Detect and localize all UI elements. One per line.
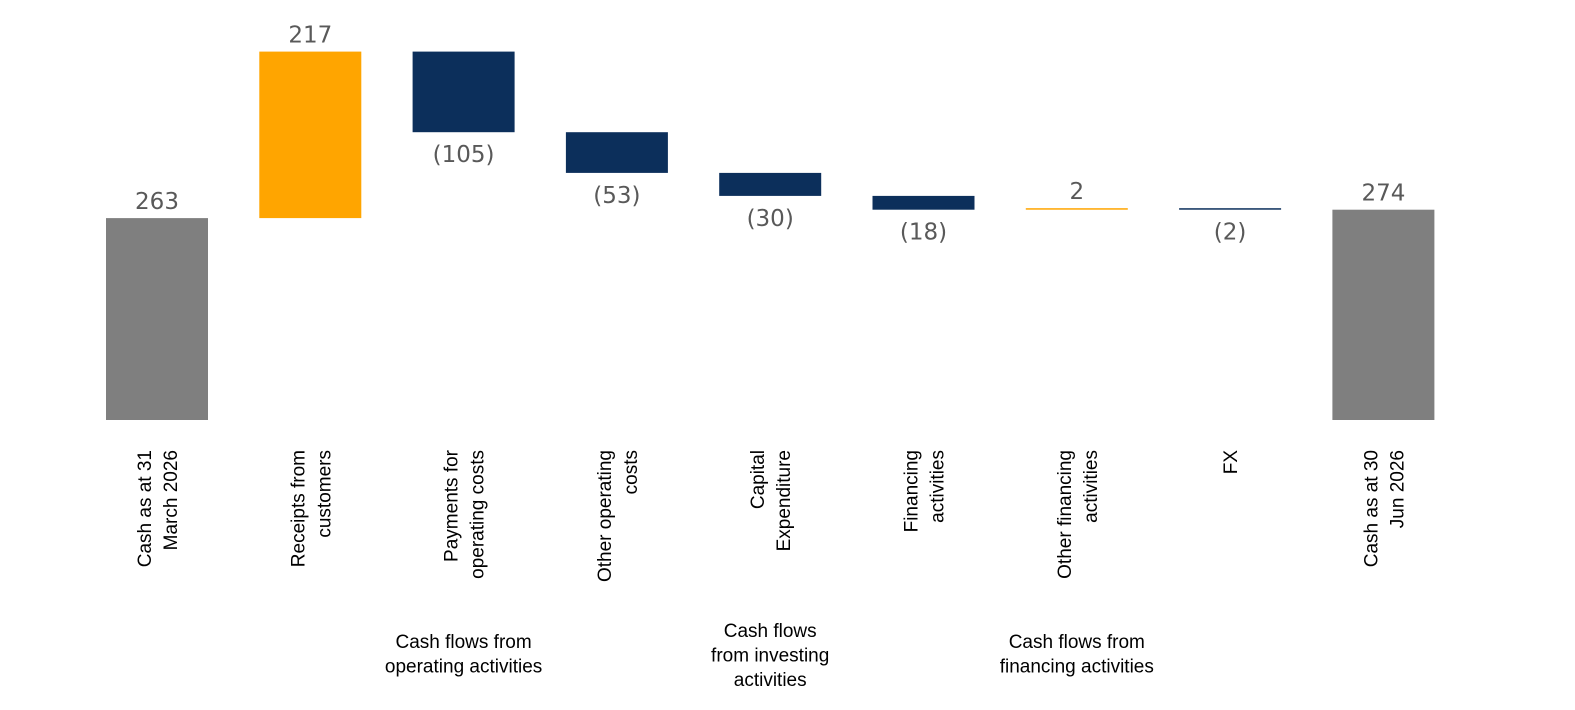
group-label-2: Cash flows from financing activities — [1000, 632, 1154, 678]
data-label-3: (53) — [593, 183, 640, 209]
bar-2 — [412, 51, 515, 133]
category-label-line: March 2026 — [161, 450, 182, 550]
category-label-1: Receipts from customers — [288, 450, 335, 567]
category-label-2: Payments for operating costs — [442, 449, 489, 579]
data-label-5: (18) — [900, 220, 947, 246]
group-label-line: operating activities — [385, 657, 542, 678]
group-label-1: Cash flows from investing activities — [711, 621, 829, 691]
group-label-line: financing activities — [1000, 657, 1154, 678]
data-label-2: (105) — [433, 142, 495, 168]
data-label-0: 263 — [135, 189, 179, 215]
data-label-4: (30) — [747, 206, 794, 232]
category-label-line: Other operating — [595, 450, 616, 582]
category-label-line: FX — [1221, 450, 1242, 475]
category-label-8: Cash as at 30 Jun 2026 — [1361, 450, 1408, 567]
category-label-line: Payments for — [442, 449, 463, 562]
category-label-line: costs — [621, 450, 642, 494]
group-label-line: Cash flows from — [1009, 632, 1145, 653]
group-label-0: Cash flows from operating activities — [385, 632, 542, 678]
category-label-6: Other financing activities — [1055, 450, 1102, 579]
data-label-6: 2 — [1069, 179, 1084, 205]
category-label-line: Receipts from — [288, 450, 309, 567]
group-label-line: activities — [734, 670, 807, 691]
category-label-line: Financing — [902, 450, 923, 532]
category-label-0: Cash as at 31 March 2026 — [135, 450, 182, 567]
bar-5 — [872, 195, 975, 210]
group-label-line: Cash flows from — [395, 632, 531, 653]
data-label-8: 274 — [1361, 181, 1405, 207]
category-label-line: Capital — [748, 450, 769, 509]
bar-6 — [1025, 208, 1128, 210]
category-label-line: Cash as at 30 — [1361, 450, 1382, 567]
bar-8 — [1332, 209, 1435, 420]
category-label-3: Other operating costs — [595, 450, 642, 582]
category-label-line: Expenditure — [774, 450, 795, 551]
category-label-line: Other financing — [1055, 450, 1076, 579]
category-label-line: customers — [314, 450, 335, 538]
category-label-line: activities — [928, 450, 949, 523]
category-label-line: Cash as at 31 — [135, 450, 156, 567]
bar-0 — [106, 218, 208, 420]
bar-7 — [1179, 208, 1282, 210]
group-label-line: from investing — [711, 646, 829, 667]
bar-4 — [719, 172, 822, 196]
bar-1 — [259, 51, 362, 219]
bar-3 — [565, 132, 668, 173]
data-label-1: 217 — [288, 23, 332, 49]
category-label-line: Jun 2026 — [1387, 450, 1408, 528]
data-label-7: (2) — [1214, 220, 1247, 246]
category-label-7: FX — [1221, 450, 1242, 475]
category-label-line: activities — [1081, 450, 1102, 523]
category-label-line: operating costs — [468, 450, 489, 579]
group-label-line: Cash flows — [724, 621, 817, 642]
category-label-5: Financing activities — [902, 450, 949, 532]
category-label-4: Capital Expenditure — [748, 450, 795, 551]
